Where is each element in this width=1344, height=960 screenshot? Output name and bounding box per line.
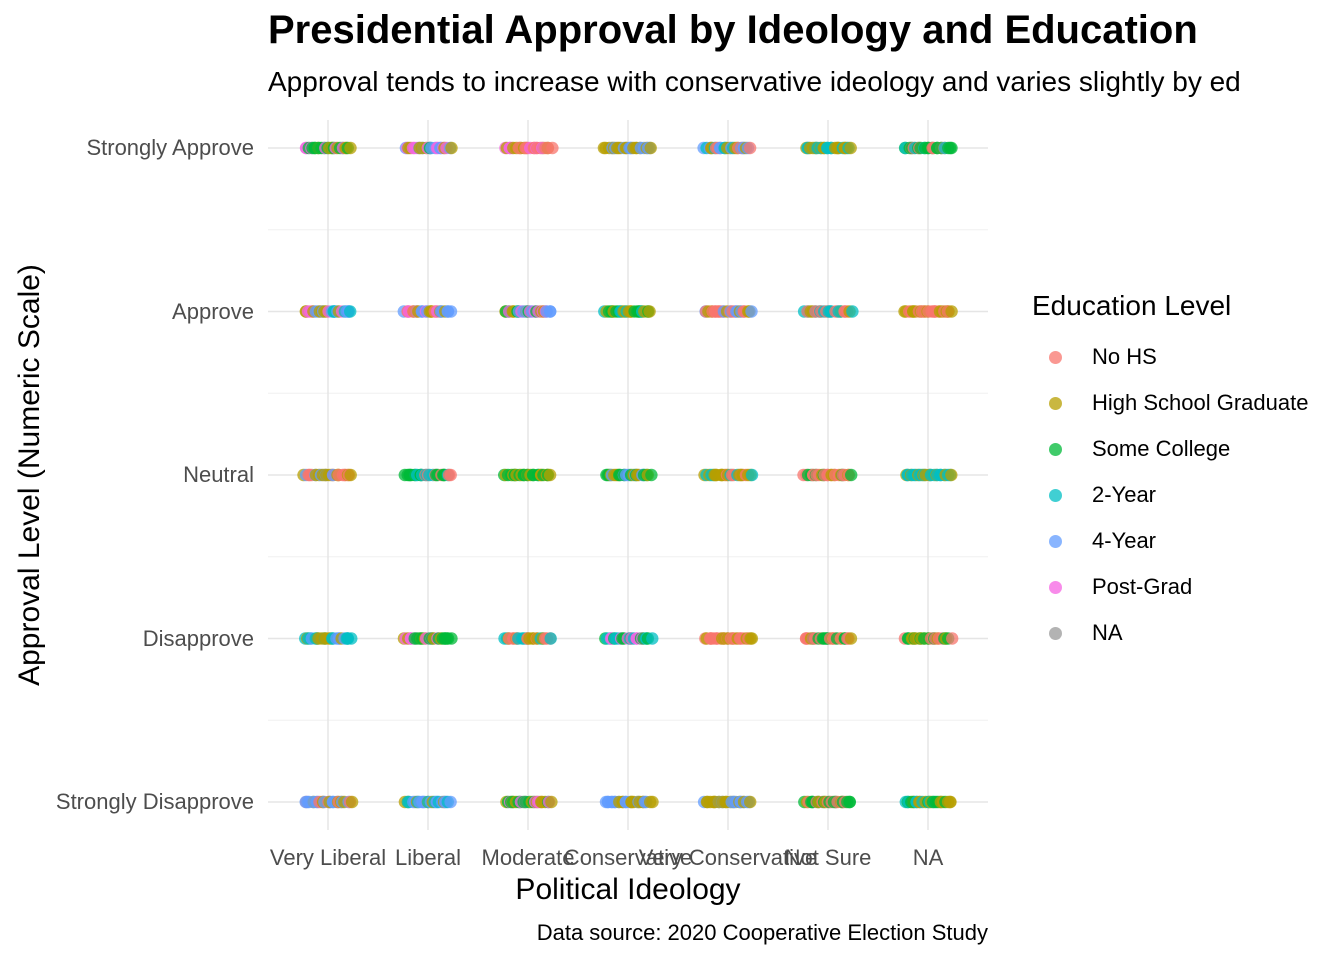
data-point [844,632,858,645]
legend-label: No HS [1092,344,1157,369]
data-point [344,305,357,318]
data-point [345,795,359,809]
data-point [645,468,658,482]
data-point [845,468,858,482]
data-point [743,141,757,155]
x-tick-label: NA [912,845,944,870]
data-point [944,795,957,809]
legend-swatch [1049,396,1062,410]
data-point [344,468,357,482]
data-point [344,141,357,155]
data-point [844,141,857,155]
data-point [646,795,659,809]
legend-label: Some College [1092,436,1231,461]
data-point [644,141,657,155]
x-tick-label: Very Liberal [269,845,387,870]
data-point [745,632,759,645]
legend-swatch [1049,626,1062,640]
data-point [544,632,557,645]
x-tick-label: Conservative [563,845,693,870]
data-point [646,632,659,645]
data-point [946,632,959,645]
data-point [445,632,458,645]
y-tick-label: Approve [172,298,254,324]
legend-item: Post-Grad [1032,564,1308,610]
legend-label: 4-Year [1092,528,1157,553]
legend-item: Some College [1032,426,1308,472]
data-point [846,305,859,318]
legend-swatch [1049,534,1062,548]
data-point [945,468,958,482]
data-point [643,305,656,318]
y-tick-label: Strongly Approve [86,135,254,160]
y-tick-label: Neutral [183,462,254,487]
legend-item: No HS [1032,334,1308,380]
data-point [345,632,358,645]
data-point [945,305,958,318]
y-axis-label: Approval Level (Numeric Scale) [13,264,46,686]
y-tick-label: Disapprove [142,625,254,651]
legend-item: NA [1032,610,1308,656]
legend: Education Level No HS High School Graduat… [1032,290,1308,656]
chart-caption: Data source: 2020 Cooperative Election S… [536,920,988,945]
legend-items: No HS High School Graduate Some College 2-Y… [1032,334,1308,656]
data-point [545,795,558,809]
x-axis-label: Political Ideology [515,873,741,906]
legend-swatch [1049,442,1062,456]
x-tick-label: Moderate [481,845,575,870]
legend-label: 2-Year [1092,482,1157,507]
x-tick-label: Very Conservative [638,845,818,870]
data-point [843,795,856,809]
x-tick-label: Not Sure [784,845,872,870]
data-points [297,141,959,809]
x-tick-label: Liberal [394,845,462,870]
data-point [744,795,757,809]
data-point [745,305,758,318]
legend-label: Post-Grad [1092,574,1193,599]
legend-label: High School Graduate [1092,390,1309,415]
chart-subtitle: Approval tends to increase with conserva… [268,66,1241,97]
data-point [444,305,458,318]
legend-swatch [1049,350,1062,364]
data-point [945,141,958,155]
data-point [543,468,557,482]
legend-swatch [1049,488,1062,502]
data-point [546,141,559,155]
data-point [445,141,458,155]
chart-title: Presidential Approval by Ideology and Ed… [268,8,1198,52]
legend-item: 4-Year [1032,518,1308,564]
legend-item: 2-Year [1032,472,1308,518]
data-point [745,468,759,482]
data-point [444,795,457,809]
data-point [444,468,457,482]
legend-label: NA [1092,620,1123,645]
y-tick-label: Strongly Disapprove [55,789,254,814]
data-point [544,305,557,318]
legend-item: High School Graduate [1032,380,1308,426]
legend-swatch [1049,580,1062,594]
legend-title: Education Level [1032,290,1232,321]
